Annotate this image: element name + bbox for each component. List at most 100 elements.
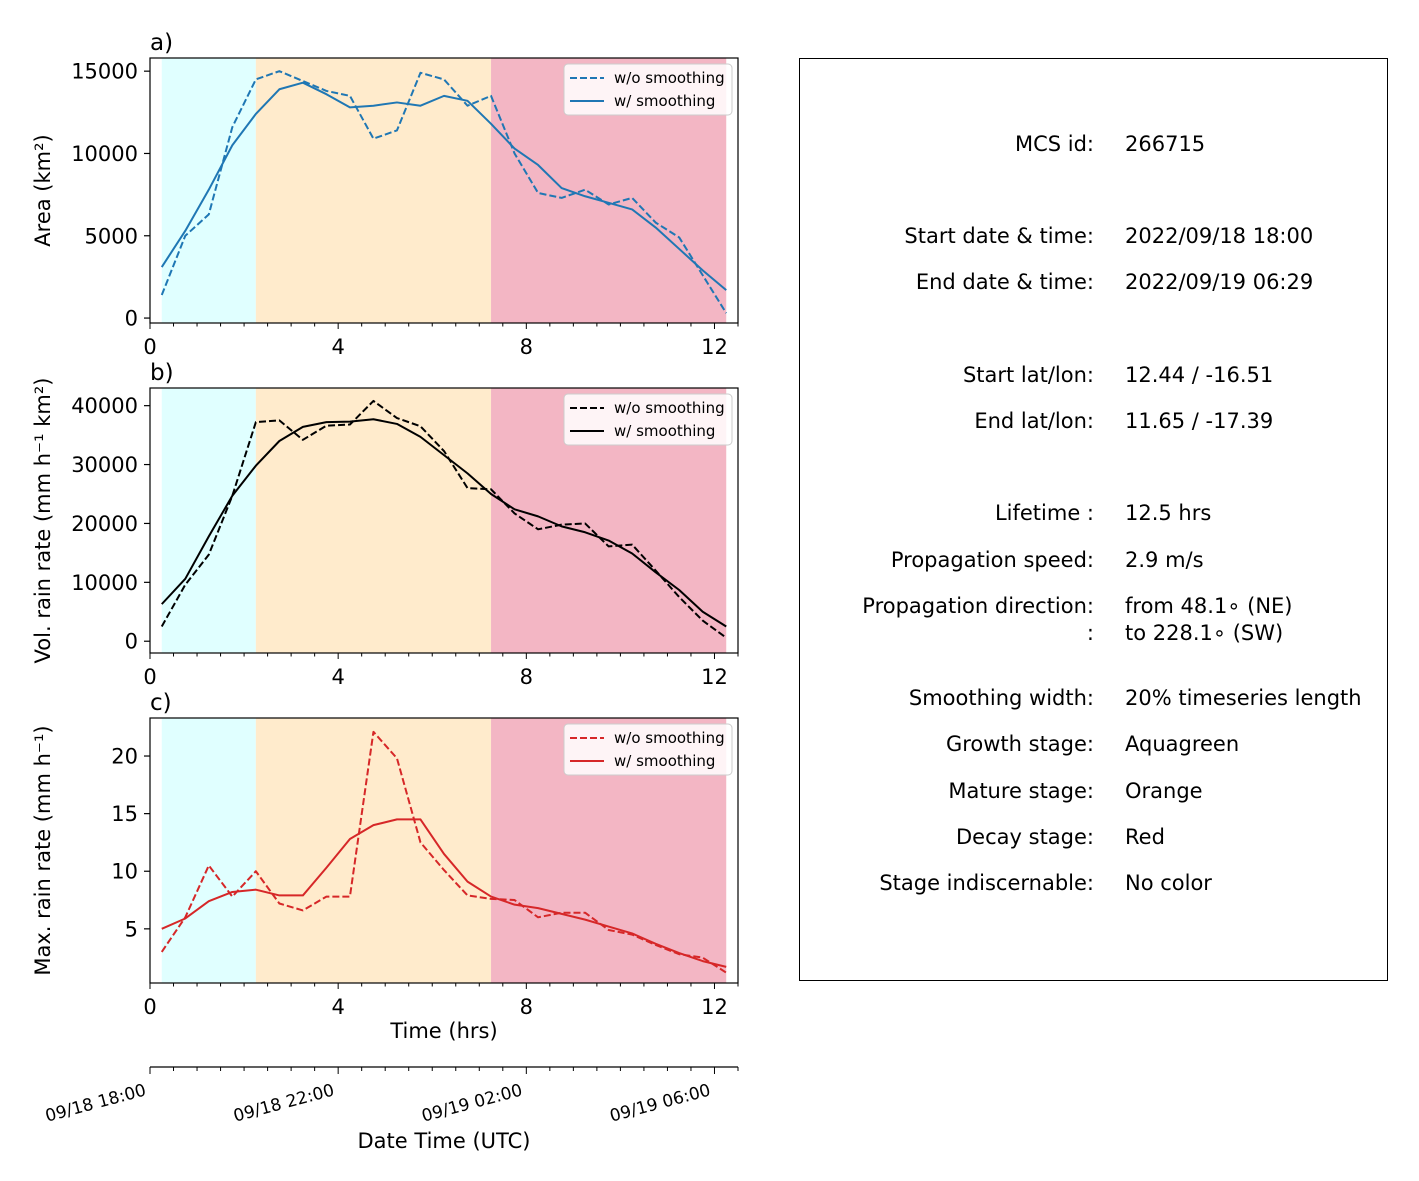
mcs-id-label: MCS id:	[1014, 132, 1094, 156]
info-row-mcs-id: MCS id: 266715	[800, 132, 1389, 160]
info-row-start-time: Start date & time: 2022/09/18 18:00	[800, 224, 1389, 252]
chart-panel-1: 0 5000 10000 15000 0 4 8 12 a) Area (km²) w/o smoo…	[31, 30, 739, 359]
y-tick-label: 5000	[85, 224, 138, 248]
legend: w/o smoothing w/ smoothing	[563, 63, 733, 116]
info-row-smoothing: Smoothing width: 20% timeseries length	[800, 686, 1389, 714]
info-row-direction: Propagation direction: from 48.1∘ (NE)	[800, 594, 1389, 622]
legend: w/o smoothing w/ smoothing	[563, 393, 733, 446]
legend-box	[563, 63, 733, 116]
indiscernable-label: Stage indiscernable:	[879, 871, 1094, 895]
y-tick-label: 20	[111, 745, 138, 769]
mcs-info-panel: MCS id: 266715 Start date & time: 2022/0…	[799, 58, 1388, 981]
y-tick-label: 10000	[71, 571, 138, 595]
y-axis-label: Vol. rain rate (mm h⁻¹ km²)	[31, 378, 55, 664]
direction-label: Propagation direction:	[862, 594, 1094, 618]
x-tick-label: 8	[520, 335, 533, 359]
x-tick-label: 12	[701, 995, 728, 1019]
speed-label: Propagation speed:	[890, 548, 1094, 572]
direction-label-2: :	[1086, 621, 1094, 645]
charts-figure: 0 5000 10000 15000 0 4 8 12 a) Area (km²) w/o smoo…	[31, 30, 739, 1153]
date-tick-label: 09/18 22:00	[231, 1081, 336, 1127]
info-row-end-latlon: End lat/lon: 11.65 / -17.39	[800, 409, 1389, 437]
x-tick-label: 4	[331, 995, 344, 1019]
x-tick-label: 0	[143, 665, 156, 689]
chart-panel-2: 0 10000 20000 30000 40000 0 4 8 12 b) Vol. rain ra…	[31, 360, 739, 689]
y-tick-label: 15000	[71, 60, 138, 84]
lifetime-label: Lifetime :	[994, 501, 1094, 525]
direction-to-value: to 228.1∘ (SW)	[1125, 621, 1284, 645]
start-time-label: Start date & time:	[904, 224, 1094, 248]
panel-label: b)	[150, 360, 174, 386]
y-tick-label: 10000	[71, 142, 138, 166]
legend-box	[563, 393, 733, 446]
series-line-w-o-smoothing	[160, 399, 727, 639]
series-line-w-smoothing	[160, 81, 727, 291]
series-line-w-o-smoothing	[160, 730, 727, 974]
y-tick-label: 15	[111, 802, 138, 826]
y-axis-label: Max. rain rate (mm h⁻¹)	[31, 725, 55, 975]
info-row-growth: Growth stage: Aquagreen	[800, 732, 1389, 760]
speed-value: 2.9 m/s	[1125, 548, 1204, 572]
legend-box	[563, 723, 733, 776]
date-tick-label: 09/18 18:00	[43, 1081, 148, 1127]
legend-label: w/ smoothing	[614, 92, 715, 110]
stage-band-growth	[161, 388, 256, 653]
y-tick-label: 5	[125, 917, 138, 941]
start-latlon-label: Start lat/lon:	[962, 363, 1094, 387]
x-tick-label: 0	[143, 995, 156, 1019]
legend-label: w/ smoothing	[614, 422, 715, 440]
end-latlon-value: 11.65 / -17.39	[1125, 409, 1274, 433]
start-latlon-value: 12.44 / -16.51	[1125, 363, 1274, 387]
stage-band-mature	[255, 718, 492, 983]
x-tick-label: 0	[143, 335, 156, 359]
x-tick-label: 4	[331, 665, 344, 689]
legend: w/o smoothing w/ smoothing	[563, 723, 733, 776]
mature-label: Mature stage:	[948, 779, 1094, 803]
info-row-lifetime: Lifetime : 12.5 hrs	[800, 501, 1389, 529]
panel-label: c)	[150, 690, 172, 716]
info-row-decay: Decay stage: Red	[800, 825, 1389, 853]
y-tick-label: 10	[111, 860, 138, 884]
legend-label: w/o smoothing	[614, 399, 725, 417]
x-tick-label: 12	[701, 335, 728, 359]
smoothing-label: Smoothing width:	[908, 686, 1094, 710]
end-time-label: End date & time:	[915, 270, 1094, 294]
series-line-w-smoothing	[161, 418, 727, 628]
legend-label: w/ smoothing	[614, 752, 715, 770]
x-tick-label: 4	[331, 335, 344, 359]
plot-frame	[149, 387, 739, 654]
y-tick-label: 30000	[71, 453, 138, 477]
growth-label: Growth stage:	[945, 732, 1094, 756]
stage-band-mature	[255, 388, 492, 653]
date-axis-label: Date Time (UTC)	[358, 1129, 531, 1153]
start-time-value: 2022/09/18 18:00	[1125, 224, 1314, 248]
decay-value: Red	[1125, 825, 1165, 849]
legend-label: w/o smoothing	[614, 69, 725, 87]
plot-frame	[149, 717, 739, 984]
series-line-w-smoothing	[161, 818, 727, 968]
y-tick-label: 0	[125, 630, 138, 654]
x-axis-label: Time (hrs)	[389, 1019, 497, 1043]
info-row-start-latlon: Start lat/lon: 12.44 / -16.51	[800, 363, 1389, 391]
y-tick-label: 40000	[71, 394, 138, 418]
smoothing-value: 20% timeseries length	[1125, 686, 1362, 710]
end-time-value: 2022/09/19 06:29	[1125, 270, 1314, 294]
indiscernable-value: No color	[1125, 871, 1212, 895]
end-latlon-label: End lat/lon:	[974, 409, 1094, 433]
stage-band-mature	[255, 58, 492, 323]
info-row-mature: Mature stage: Orange	[800, 779, 1389, 807]
panel-label: a)	[150, 30, 173, 56]
x-tick-label: 12	[701, 665, 728, 689]
stage-band-growth	[161, 718, 256, 983]
info-row-end-time: End date & time: 2022/09/19 06:29	[800, 270, 1389, 298]
y-axis-label: Area (km²)	[31, 134, 55, 246]
info-row-speed: Propagation speed: 2.9 m/s	[800, 548, 1389, 576]
plot-frame	[149, 57, 739, 324]
date-tick-label: 09/19 06:00	[608, 1081, 713, 1127]
x-tick-label: 8	[520, 995, 533, 1019]
decay-label: Decay stage:	[956, 825, 1094, 849]
lifetime-value: 12.5 hrs	[1125, 501, 1212, 525]
date-tick-label: 09/19 02:00	[420, 1081, 525, 1127]
info-row-direction-to: : to 228.1∘ (SW)	[800, 621, 1389, 649]
y-tick-label: 20000	[71, 512, 138, 536]
